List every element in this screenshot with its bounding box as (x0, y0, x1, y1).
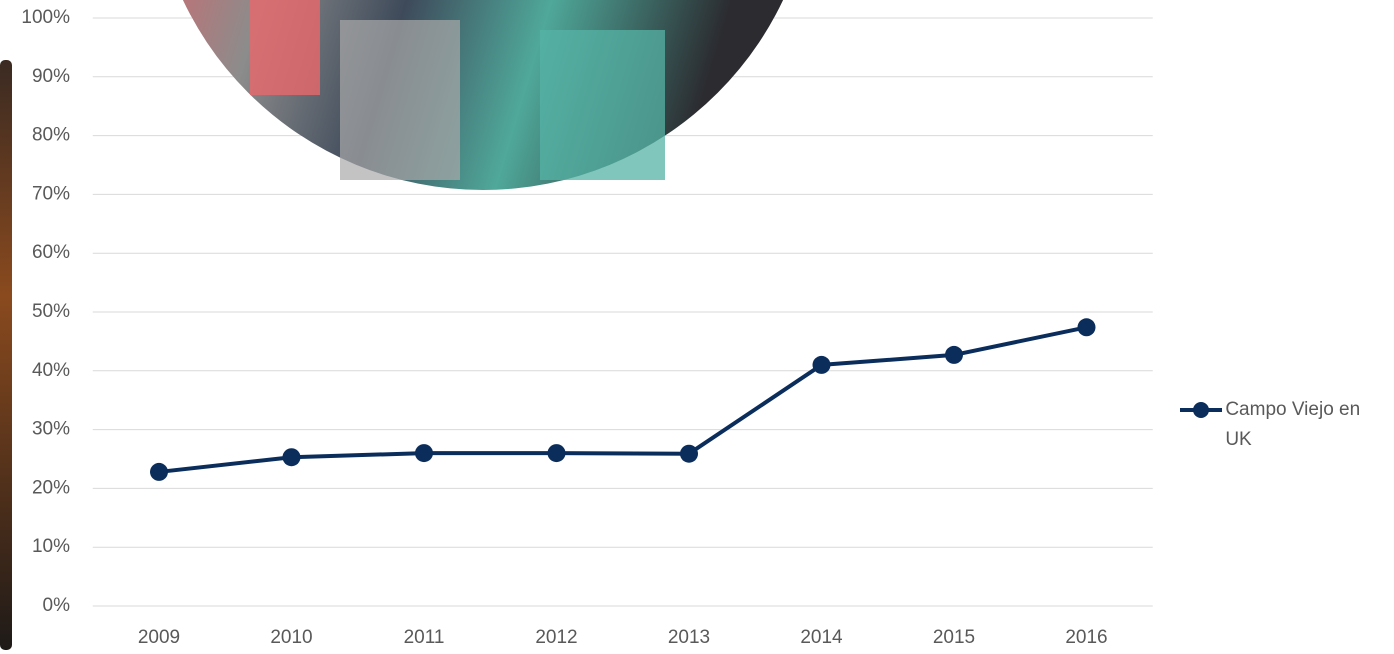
series-line (158, 325, 1087, 474)
y-tick-label: 10% (32, 536, 70, 557)
photo-figure (540, 30, 665, 180)
y-tick-label: 30% (32, 419, 70, 440)
legend-swatch (1180, 402, 1222, 418)
data-point (680, 444, 698, 463)
x-tick-label: 2010 (270, 627, 312, 648)
data-point (415, 444, 433, 463)
data-point (282, 448, 301, 467)
x-tick-label: 2013 (668, 627, 710, 648)
plot (150, 318, 1096, 481)
x-tick-label: 2012 (535, 627, 577, 648)
x-tick-label: 2015 (933, 627, 975, 648)
legend: Campo Viejo en UK (1178, 396, 1388, 455)
photo-figure (340, 20, 460, 180)
photo-edge (0, 60, 12, 650)
y-tick-label: 90% (32, 66, 70, 87)
y-tick-label: 60% (32, 242, 70, 263)
y-tick-label: 80% (32, 125, 70, 146)
data-point (150, 462, 168, 481)
y-tick-label: 100% (21, 7, 70, 28)
y-tick-label: 20% (32, 477, 70, 498)
y-tick-label: 0% (43, 595, 71, 616)
y-tick-label: 50% (32, 301, 70, 322)
data-point (1077, 318, 1096, 337)
x-tick-label: 2009 (138, 627, 180, 648)
data-point (945, 345, 963, 364)
legend-label: Campo Viejo en UK (1225, 399, 1361, 450)
y-tick-label: 40% (32, 360, 70, 381)
data-point (812, 355, 831, 374)
x-tick-label: 2016 (1065, 627, 1107, 648)
y-tick-label: 70% (32, 183, 70, 204)
x-tick-label: 2011 (404, 627, 445, 648)
photo-figure (250, 0, 320, 95)
x-tick-label: 2014 (800, 627, 843, 648)
data-point (547, 444, 566, 463)
legend-marker (1193, 402, 1209, 418)
